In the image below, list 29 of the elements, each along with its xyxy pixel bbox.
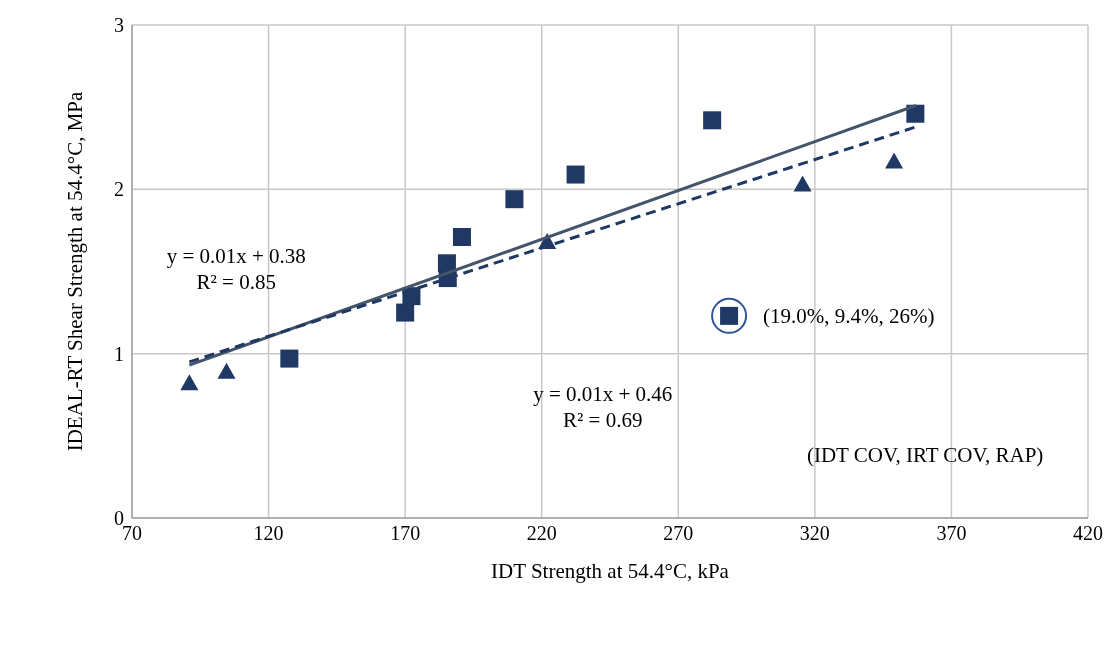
x-tick-label: 120 [253,522,284,545]
x-axis-title: IDT Strength at 54.4°C, kPa [491,559,730,583]
y-axis-title: IDEAL-RT Shear Strength at 54.4°C, MPa [63,91,88,452]
point [885,152,904,169]
x-tick-label: 220 [526,522,557,545]
annotation: y = 0.01x + 0.38 R² = 0.85 [166,243,306,294]
annotation: (19.0%, 9.4%, 26%) [763,303,935,328]
point [793,175,812,192]
x-tick-label: 320 [799,522,830,545]
x-tick-label: 170 [390,522,421,545]
annotation: (IDT COV, IRT COV, RAP) [806,442,1044,467]
point [505,190,524,209]
point [566,165,585,184]
x-tick-label: 70 [122,522,142,545]
y-tick-label: 2 [114,178,124,201]
point [280,349,299,368]
y-tick-label: 0 [114,507,124,530]
point [452,227,471,246]
x-tick-label: 420 [1073,522,1103,545]
y-tick-label: 3 [114,14,124,37]
point [180,374,199,391]
x-tick-label: 370 [936,522,967,545]
y-tick-label: 1 [114,342,124,365]
point [217,362,236,379]
point [396,303,415,322]
annotation: y = 0.01x + 0.46 R² = 0.69 [533,382,673,433]
point [703,111,722,130]
x-tick-label: 270 [663,522,694,545]
point [906,104,925,123]
